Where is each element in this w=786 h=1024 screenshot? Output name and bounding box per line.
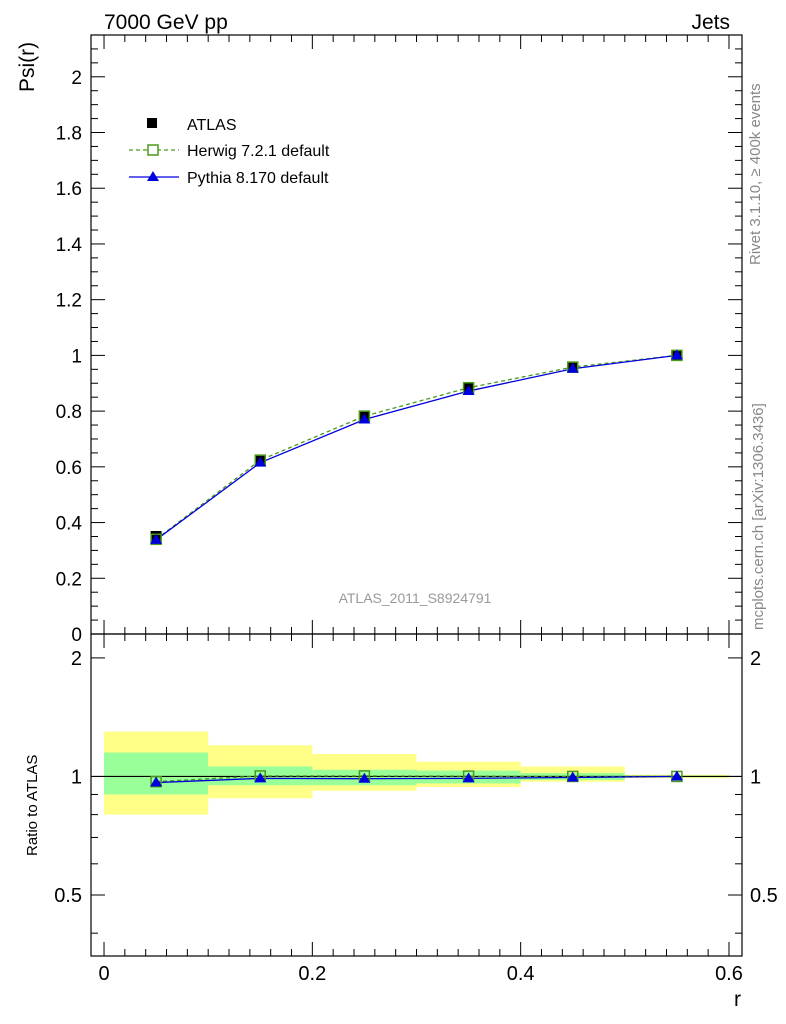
main-ytick-label-3: 0.6 <box>56 458 82 479</box>
ratio-ytick-label-left-1: 1 <box>71 766 82 788</box>
herwig-line <box>155 354 677 540</box>
legend-atlas-marker <box>147 118 157 128</box>
legend: ATLAS Herwig 7.2.1 default Pythia 8.170 … <box>129 117 330 187</box>
x-axis-label: r <box>734 988 741 1011</box>
legend-atlas-label: ATLAS <box>187 117 237 134</box>
main-ytick-label-6: 1.2 <box>56 291 82 312</box>
ratio-pythia-point-2 <box>358 772 371 783</box>
main-ytick-label-8: 1.6 <box>56 179 82 200</box>
legend-pythia-marker <box>147 171 159 181</box>
main-ytick-label-10: 2 <box>71 68 82 89</box>
legend-herwig-label: Herwig 7.2.1 default <box>187 143 330 160</box>
rivet-version-label: Rivet 3.1.10, ≥ 400k events <box>747 83 764 265</box>
main-ytick-label-1: 0.2 <box>56 569 82 590</box>
ratio-ylabel: Ratio to ATLAS <box>24 755 41 856</box>
ratio-pythia-point-0 <box>150 776 163 787</box>
pythia-point-2 <box>358 413 371 424</box>
main-ytick-label-2: 0.4 <box>56 514 83 535</box>
ratio-ytick-label-right-1: 1 <box>750 766 761 788</box>
legend-herwig-marker <box>147 144 159 156</box>
x-tick-label-2: 0.4 <box>507 963 535 985</box>
pythia-line <box>155 354 677 541</box>
header-right-title: Jets <box>691 11 730 34</box>
analysis-watermark: ATLAS_2011_S8924791 <box>339 590 492 606</box>
ratio-pythia-line <box>156 775 677 784</box>
ratio-herwig-line <box>156 775 677 783</box>
ratio-ytick-label-left-0: 0.5 <box>54 885 82 907</box>
ratio-series-layer <box>150 770 683 788</box>
mcplots-label: mcplots.cern.ch [arXiv:1306.3436] <box>750 403 767 630</box>
ratio-pythia-point-3 <box>462 772 475 783</box>
ratio-axis-ticks: 0.5 0.5 1 1 2 2 0 0.2 0.4 0.6 <box>54 634 778 985</box>
pythia-point-1 <box>254 456 267 467</box>
ratio-pythia-point-4 <box>566 771 579 782</box>
main-ylabel: Psi(r) <box>16 42 39 92</box>
legend-pythia-label: Pythia 8.170 default <box>187 170 329 187</box>
main-ytick-label-9: 1.8 <box>56 124 82 145</box>
main-series-layer <box>150 349 683 546</box>
ratio-pythia-point-1 <box>254 772 267 783</box>
ratio-ytick-label-left-2: 2 <box>71 648 82 670</box>
pythia-point-3 <box>462 385 475 396</box>
main-ytick-label-4: 0.8 <box>56 402 82 423</box>
ratio-bands <box>91 731 742 815</box>
ratio-ytick-label-right-2: 2 <box>750 648 761 670</box>
pythia-point-0 <box>150 533 163 544</box>
main-axis-ticks: 0 0.2 0.4 0.6 0.8 1 1.2 1.4 1.6 1.8 2 <box>56 35 742 646</box>
x-tick-label-3: 0.6 <box>715 963 743 985</box>
ratio-ytick-label-right-0: 0.5 <box>750 885 778 907</box>
header-left-title: 7000 GeV pp <box>104 11 228 34</box>
main-ytick-label-5: 1 <box>71 346 82 367</box>
x-tick-label-1: 0.2 <box>298 963 326 985</box>
ratio-frame <box>90 633 743 957</box>
x-tick-label-0: 0 <box>98 963 109 985</box>
ratio-band-inner-0 <box>104 752 209 795</box>
pythia-point-4 <box>566 362 579 373</box>
main-ytick-label-0: 0 <box>71 625 82 646</box>
main-ytick-label-7: 1.4 <box>56 235 83 256</box>
pythia-point-5 <box>670 349 683 360</box>
ratio-pythia-point-5 <box>670 770 683 781</box>
